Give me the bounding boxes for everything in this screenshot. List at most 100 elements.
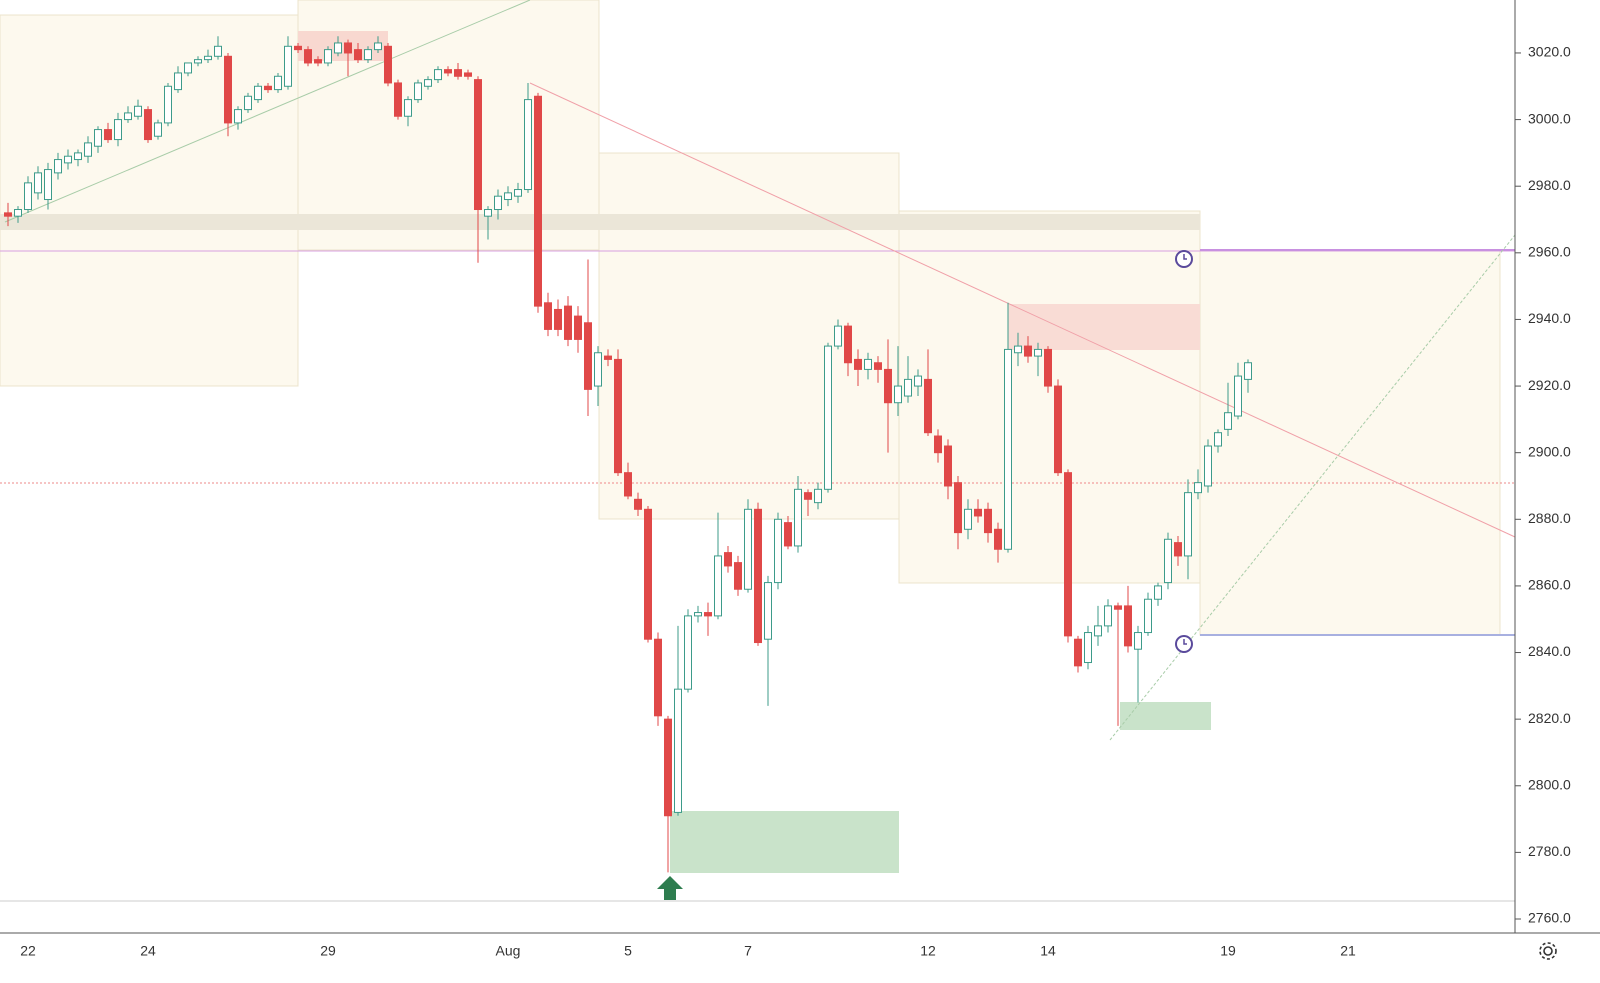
candle-body bbox=[74, 152, 82, 161]
y-tick-label: 3000.0 bbox=[1528, 110, 1571, 126]
candle-body bbox=[124, 112, 132, 121]
candle-body bbox=[1084, 632, 1092, 664]
candle-body bbox=[1164, 538, 1172, 584]
candle-body bbox=[1074, 638, 1082, 667]
candle-body bbox=[34, 172, 42, 194]
candle-body bbox=[1024, 345, 1032, 357]
candle-body bbox=[4, 212, 12, 217]
x-tick-label: Aug bbox=[496, 943, 521, 959]
x-tick-label: 19 bbox=[1220, 943, 1236, 959]
candle-body bbox=[314, 59, 322, 64]
candle-body bbox=[264, 85, 272, 91]
candle-body bbox=[1144, 598, 1152, 634]
candle-body bbox=[174, 72, 182, 91]
candle-body bbox=[94, 129, 102, 147]
trend-line bbox=[529, 82, 1516, 538]
range-box bbox=[0, 14, 299, 387]
candle-body bbox=[1154, 585, 1162, 600]
candle-body bbox=[874, 362, 882, 370]
x-tick-label: 14 bbox=[1040, 943, 1056, 959]
candle-body bbox=[1054, 385, 1062, 474]
candle-body bbox=[914, 375, 922, 387]
candle-body bbox=[934, 435, 942, 454]
zone-band bbox=[0, 214, 1200, 230]
candle-body bbox=[1124, 605, 1132, 647]
candle-body bbox=[504, 192, 512, 201]
candle-body bbox=[524, 99, 532, 191]
candle-body bbox=[464, 72, 472, 77]
candle-body bbox=[154, 122, 162, 137]
candle-body bbox=[14, 209, 22, 217]
candle-body bbox=[334, 42, 342, 54]
x-tick-label: 29 bbox=[320, 943, 336, 959]
range-box bbox=[1199, 249, 1501, 636]
candle-body bbox=[894, 385, 902, 404]
candle-body bbox=[444, 69, 452, 74]
candle-body bbox=[1214, 432, 1222, 447]
candle-body bbox=[1244, 362, 1252, 380]
candle-body bbox=[1094, 625, 1102, 637]
candle-body bbox=[1004, 348, 1012, 550]
candle-body bbox=[614, 358, 622, 474]
candle-body bbox=[634, 498, 642, 510]
candle-body bbox=[1134, 632, 1142, 650]
candle-body bbox=[664, 718, 672, 817]
candle-body bbox=[864, 358, 872, 370]
candle-body bbox=[794, 488, 802, 547]
candle-body bbox=[574, 315, 582, 340]
y-tick-label: 2940.0 bbox=[1528, 310, 1571, 326]
supply-zone bbox=[1008, 304, 1200, 350]
candle-body bbox=[554, 308, 562, 330]
candle-body bbox=[484, 209, 492, 217]
candle-body bbox=[1174, 542, 1182, 557]
x-tick-label: 24 bbox=[140, 943, 156, 959]
x-tick-label: 22 bbox=[20, 943, 36, 959]
candle-body bbox=[324, 49, 332, 64]
candle-body bbox=[84, 142, 92, 157]
candle-body bbox=[304, 49, 312, 64]
settings-icon[interactable] bbox=[1539, 942, 1557, 960]
candle-body bbox=[144, 109, 152, 141]
x-tick-label: 5 bbox=[624, 943, 632, 959]
candle-body bbox=[354, 49, 362, 61]
candle-body bbox=[884, 368, 892, 404]
supply-zone bbox=[298, 31, 388, 61]
y-tick-label: 2980.0 bbox=[1528, 177, 1571, 193]
candle-body bbox=[994, 528, 1002, 550]
y-tick-label: 2920.0 bbox=[1528, 377, 1571, 393]
candle-body bbox=[684, 615, 692, 690]
candle-body bbox=[814, 488, 822, 504]
y-tick-label: 2900.0 bbox=[1528, 443, 1571, 459]
x-tick-label: 21 bbox=[1340, 943, 1356, 959]
candle-body bbox=[234, 109, 242, 124]
candle-body bbox=[434, 69, 442, 81]
candle-body bbox=[954, 482, 962, 534]
candle-body bbox=[194, 59, 202, 64]
candle-body bbox=[694, 612, 702, 617]
candle-body bbox=[214, 45, 222, 57]
candle-body bbox=[244, 95, 252, 111]
candle-body bbox=[1184, 492, 1192, 557]
candle-body bbox=[284, 45, 292, 87]
range-box bbox=[898, 210, 1201, 584]
candle-body bbox=[1034, 348, 1042, 357]
y-tick-label: 2840.0 bbox=[1528, 643, 1571, 659]
candle-body bbox=[414, 82, 422, 101]
candle-body bbox=[964, 508, 972, 530]
candle-body bbox=[364, 49, 372, 61]
candle-body bbox=[104, 129, 112, 141]
candle-body bbox=[114, 119, 122, 141]
candle-body bbox=[764, 582, 772, 640]
candle-body bbox=[424, 79, 432, 87]
candle-body bbox=[974, 508, 982, 517]
x-tick-label: 12 bbox=[920, 943, 936, 959]
y-tick-label: 2960.0 bbox=[1528, 244, 1571, 260]
y-tick-label: 2880.0 bbox=[1528, 510, 1571, 526]
candle-body bbox=[494, 195, 502, 211]
candle-body bbox=[544, 302, 552, 330]
candle-body bbox=[1194, 482, 1202, 494]
candle-body bbox=[534, 95, 542, 307]
candle-body bbox=[844, 325, 852, 364]
